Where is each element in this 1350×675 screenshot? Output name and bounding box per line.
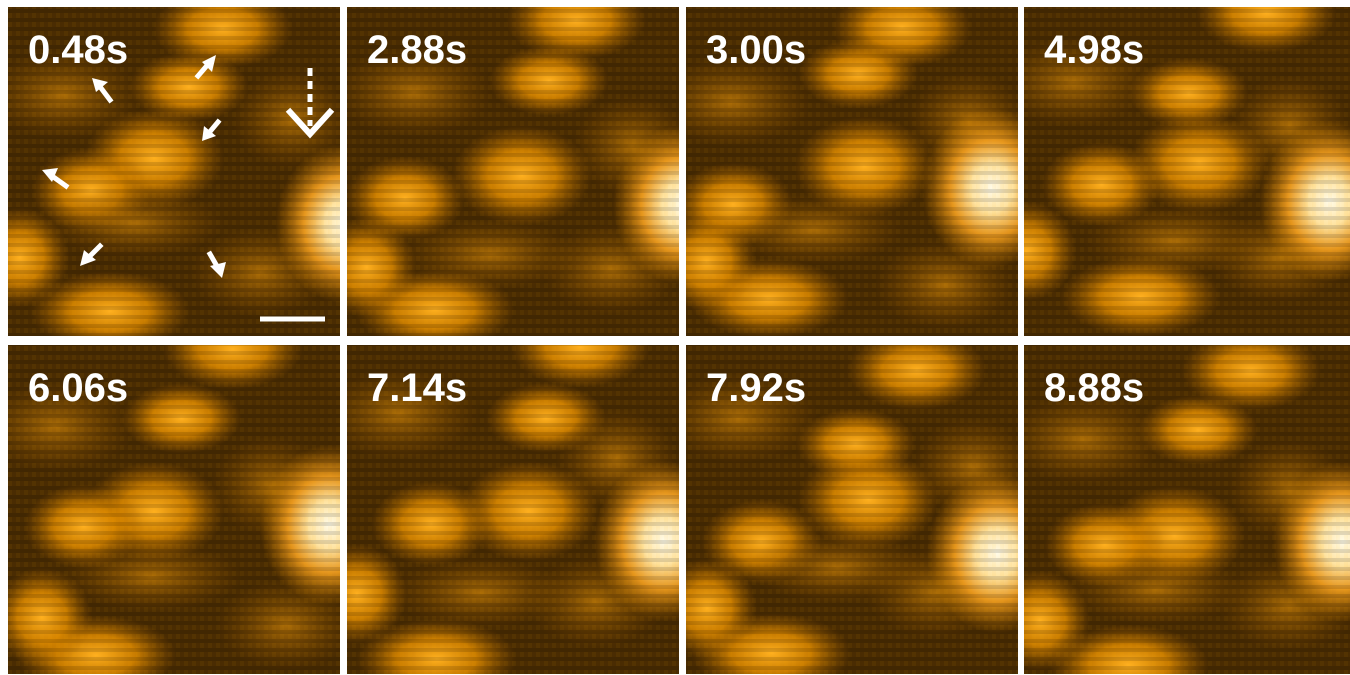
image (307, 307, 734, 675)
panel-grid: 0.48s 2.88s 3.00s 4.98s 6.06s 7.14s 7.92s 8.88s (0, 0, 1350, 675)
image-panel: 7.92s (657, 330, 1067, 675)
time-label: 4.98s (1044, 28, 1144, 72)
time-label: 0.48s (28, 28, 128, 72)
figure: 0.48s 2.88s 3.00s 4.98s 6.06s 7.14s 7.92s 8.88s (0, 0, 1350, 675)
image-panel: 4.98s (977, 0, 1350, 337)
time-label: 2.88s (367, 28, 467, 72)
image-panel: 7.14s (307, 307, 734, 675)
time-label: 6.06s (28, 366, 128, 410)
image-panel: 8.88s (990, 331, 1350, 675)
time-label: 8.88s (1044, 366, 1144, 410)
time-label: 3.00s (706, 28, 806, 72)
time-label: 7.92s (706, 366, 806, 410)
image-panel: 6.06s (0, 309, 399, 675)
image (0, 309, 399, 675)
image-panel: 3.00s (651, 0, 1061, 338)
time-label: 7.14s (367, 366, 467, 410)
image (977, 0, 1350, 337)
